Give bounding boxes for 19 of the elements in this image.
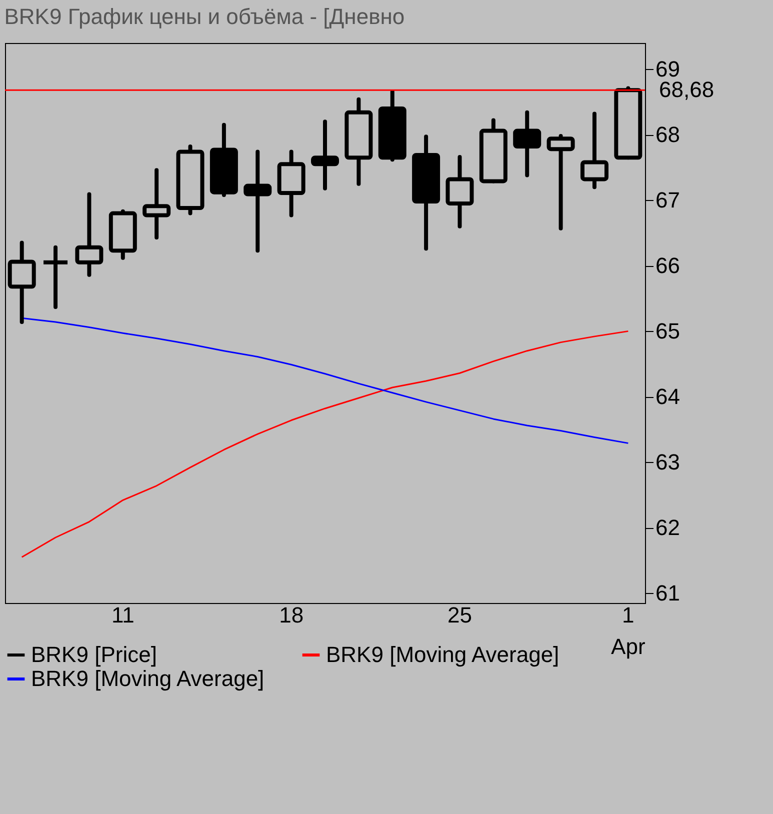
chart-title: BRK9 График цены и объёма - [Дневно [4,4,405,29]
y-tick-label: 62 [656,515,680,540]
legend-label: BRK9 [Price] [31,642,157,667]
y-tick-label: 61 [656,580,680,606]
legend-label: BRK9 [Moving Average] [326,642,560,667]
x-tick-label: 25 [447,602,472,628]
y-tick-label: 63 [656,450,680,475]
y-tick-label: 67 [656,188,680,213]
y-tick-label: 64 [656,384,680,410]
y-tick-label: 65 [656,318,680,344]
line-series [21,317,629,444]
y-tick-label: 66 [656,253,680,278]
x-tick-label: 11 [111,602,134,628]
x-tick-label: 1 [622,602,634,628]
legend-label: BRK9 [Moving Average] [31,666,264,691]
text: Apr [611,634,646,659]
x-tick-label: 18 [279,602,304,628]
y-tick-label: 68 [656,122,680,148]
line-series [21,330,629,558]
